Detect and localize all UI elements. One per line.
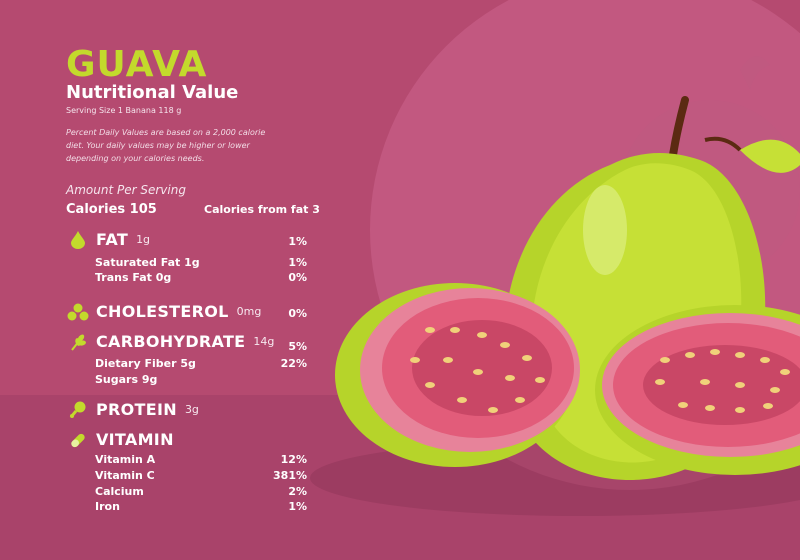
nutrient-row: Saturated Fat 1g bbox=[95, 256, 200, 269]
section-amount: 1g bbox=[136, 233, 151, 246]
section-amount: 3g bbox=[184, 403, 199, 416]
daily-values-note: Percent Daily Values are based on a 2,00… bbox=[66, 128, 266, 163]
fat-pct: 1% bbox=[288, 235, 307, 248]
section-name: FAT bbox=[96, 230, 129, 249]
section-carbohydrate: CARBOHYDRATE 14g bbox=[66, 332, 274, 351]
bubbles-icon bbox=[66, 303, 90, 321]
nutrient-pct: 22% bbox=[280, 357, 307, 370]
pill-icon bbox=[66, 431, 90, 449]
nutrient-row: Dietary Fiber 5g bbox=[95, 357, 196, 370]
section-cholesterol: CHOLESTEROL 0mg bbox=[66, 302, 261, 321]
nutrient-pct: 381% bbox=[273, 469, 307, 482]
section-name: VITAMIN bbox=[96, 430, 174, 449]
nutrient-pct: 12% bbox=[280, 453, 307, 466]
nutrition-panel: GUAVA Nutritional Value Serving Size 1 B… bbox=[0, 0, 360, 560]
section-name: CARBOHYDRATE bbox=[96, 332, 246, 351]
serving-size: Serving Size 1 Banana 118 g bbox=[66, 106, 182, 115]
nutrient-row: Calcium bbox=[95, 485, 144, 498]
section-name: CHOLESTEROL bbox=[96, 302, 229, 321]
nutrient-row: Iron bbox=[95, 500, 120, 513]
nutrient-row: Vitamin A bbox=[95, 453, 156, 466]
wheat-icon bbox=[66, 333, 90, 351]
nutrient-pct: 2% bbox=[288, 485, 307, 498]
nutrient-row: Sugars 9g bbox=[95, 373, 158, 386]
nutrient-pct: 1% bbox=[288, 500, 307, 513]
calories-total: Calories 105 bbox=[66, 202, 157, 217]
nutrient-row: Vitamin C bbox=[95, 469, 155, 482]
nutrient-pct: 1% bbox=[288, 256, 307, 269]
nutrient-pct: 0% bbox=[288, 271, 307, 284]
amount-per-serving: Amount Per Serving bbox=[66, 183, 186, 197]
cholesterol-pct: 0% bbox=[288, 307, 307, 320]
page-title: GUAVA bbox=[66, 44, 208, 85]
section-fat: FAT 1g bbox=[66, 230, 150, 249]
section-name: PROTEIN bbox=[96, 400, 177, 419]
drumstick-icon bbox=[66, 401, 90, 419]
section-amount: 14g bbox=[253, 335, 275, 348]
nutrient-row: Trans Fat 0g bbox=[95, 271, 172, 284]
page-subtitle: Nutritional Value bbox=[66, 82, 239, 103]
calories-from-fat: Calories from fat 3 bbox=[204, 203, 320, 216]
section-amount: 0mg bbox=[236, 305, 262, 318]
section-vitamin: VITAMIN bbox=[66, 430, 174, 449]
section-protein: PROTEIN 3g bbox=[66, 400, 199, 419]
carbohydrate-pct: 5% bbox=[288, 340, 307, 353]
drop-icon bbox=[66, 230, 90, 249]
